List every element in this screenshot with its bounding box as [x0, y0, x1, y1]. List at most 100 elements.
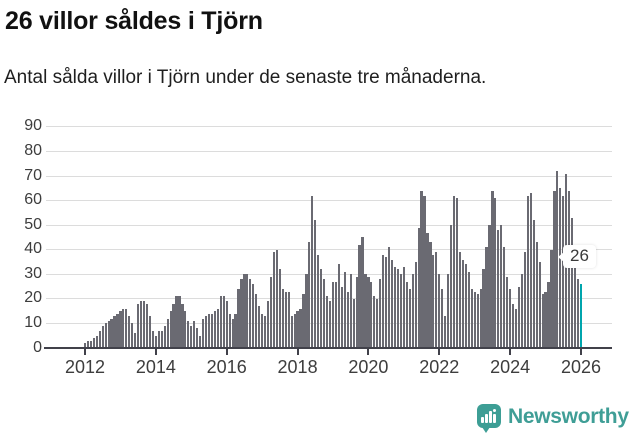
latest-value-label: 26 [570, 246, 589, 265]
bar [181, 303, 184, 348]
bar [517, 286, 521, 348]
gridline [46, 151, 612, 153]
bar [343, 271, 346, 348]
bar [562, 195, 565, 348]
x-axis-tick [296, 349, 299, 355]
bar [157, 330, 160, 348]
bar [128, 316, 131, 348]
bar [506, 276, 509, 348]
bar [314, 220, 317, 348]
bar [290, 316, 293, 348]
bar [523, 252, 526, 348]
newsworthy-logo-text: Newsworthy [508, 405, 629, 428]
bar [278, 269, 281, 348]
bar [511, 303, 515, 348]
bar [296, 311, 299, 348]
x-axis-tick-label: 2016 [206, 357, 247, 377]
bar [190, 325, 193, 348]
newsworthy-logo-icon [477, 404, 501, 428]
bar [204, 316, 208, 348]
bar [89, 340, 92, 348]
x-axis-tick-label: 2022 [419, 357, 460, 377]
bar [514, 308, 518, 348]
bar [538, 262, 541, 348]
bar [494, 198, 497, 348]
bar [145, 303, 149, 348]
y-axis-tick-label: 10 [24, 313, 42, 331]
bar [219, 296, 222, 348]
bar [323, 279, 326, 348]
bar [116, 313, 119, 348]
bar [576, 279, 580, 348]
bar [222, 296, 225, 348]
y-axis-tick-label: 20 [24, 289, 42, 307]
bar [488, 225, 491, 348]
bar [491, 190, 494, 348]
bar [199, 335, 202, 348]
gridline [46, 200, 612, 202]
bar [529, 193, 532, 348]
latest-value-callout: 26 [558, 245, 596, 268]
y-axis-tick-label: 50 [24, 215, 42, 233]
bar [417, 227, 420, 348]
bar [110, 318, 113, 348]
bar [349, 274, 352, 348]
bar [426, 232, 429, 348]
y-axis-tick-label: 80 [24, 142, 42, 160]
bar [302, 293, 305, 348]
bar [284, 291, 287, 348]
bar [207, 313, 211, 348]
bar [266, 301, 270, 348]
x-axis-tick-label: 2024 [490, 357, 531, 377]
bar [261, 313, 264, 348]
bar [142, 301, 146, 348]
bar [455, 198, 459, 348]
bar [405, 281, 408, 348]
bar [98, 330, 101, 348]
bar [364, 274, 367, 348]
bar [387, 247, 391, 348]
bar [305, 274, 308, 348]
bar [358, 244, 361, 348]
bar [399, 274, 402, 348]
bar [449, 225, 453, 348]
bar [520, 274, 524, 348]
bar [311, 195, 314, 348]
bar [275, 249, 278, 348]
bar [535, 242, 538, 348]
chart-title: 26 villor såldes i Tjörn [5, 7, 263, 35]
x-axis-tick-label: 2018 [277, 357, 318, 377]
bar [479, 289, 482, 348]
x-axis-tick-label: 2020 [348, 357, 389, 377]
gridline [46, 224, 612, 226]
bar [402, 266, 405, 348]
bar [461, 259, 464, 348]
bar [441, 289, 444, 348]
bar [325, 296, 329, 348]
bar [252, 284, 255, 348]
bar [187, 320, 190, 348]
bar [473, 291, 476, 348]
bar [287, 291, 290, 348]
bar [139, 301, 143, 348]
bar [340, 286, 343, 348]
bar [148, 316, 152, 348]
logo-bar-icon [481, 417, 484, 423]
bar [92, 338, 95, 348]
bar [107, 320, 110, 348]
y-axis-tick-label: 60 [24, 191, 42, 209]
bar [379, 279, 382, 348]
bar [317, 254, 320, 348]
newsworthy-logo: Newsworthy [477, 403, 629, 436]
bar [184, 311, 187, 348]
bar [429, 242, 432, 348]
bar [556, 171, 559, 348]
bar [414, 262, 417, 348]
bar [482, 269, 485, 348]
x-axis-tick-label: 2012 [64, 357, 106, 377]
bar [163, 325, 166, 348]
gridline [46, 175, 612, 177]
bar [346, 291, 349, 348]
bar [432, 254, 435, 348]
x-axis-tick [438, 349, 441, 355]
